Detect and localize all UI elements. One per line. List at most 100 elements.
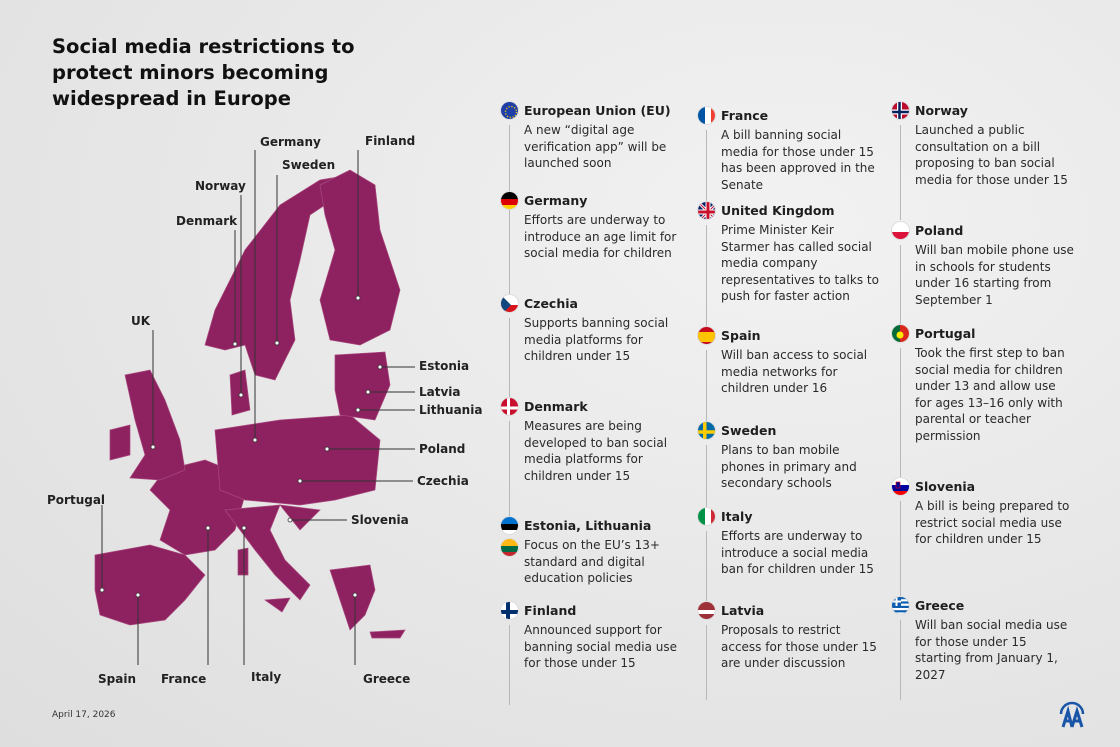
entry-name: Latvia [721, 603, 765, 618]
poland-flag-icon [891, 221, 910, 240]
region-finland [319, 169, 401, 346]
timeline-line [706, 350, 707, 430]
map-label-estonia: Estonia [419, 359, 470, 373]
entry-text: Efforts are underway to introduce an age… [524, 213, 677, 260]
entry-name: France [721, 108, 769, 123]
timeline-line [706, 625, 707, 700]
entry-name: Germany [524, 193, 588, 208]
greece-flag-icon [891, 596, 910, 615]
entry-text: Proposals to restrict access for those u… [721, 623, 877, 670]
entry-text: Launched a public consultation on a bill… [915, 123, 1068, 187]
date: April 17, 2026 [52, 710, 116, 720]
map-label-greece: Greece [363, 672, 411, 686]
entry-name: Finland [524, 603, 577, 618]
region-sicily [264, 597, 291, 613]
timeline-line [509, 215, 510, 310]
entry-name: Czechia [524, 296, 578, 311]
entry-name: European Union (EU) [524, 103, 671, 118]
map-label-latvia: Latvia [419, 385, 461, 399]
denmark-flag-icon [500, 397, 519, 416]
entry-text: A bill banning social media for those un… [721, 128, 875, 192]
region-sardinia [237, 547, 249, 576]
entry-text: Measures are being developed to ban soci… [524, 419, 668, 483]
germany-flag-icon [500, 191, 519, 210]
region-greece [329, 564, 376, 631]
region-crete [369, 629, 406, 639]
entry-name: Estonia, Lithuania [524, 518, 652, 533]
timeline-line [706, 130, 707, 205]
spain-flag-icon [697, 326, 716, 345]
entry-name: Poland [915, 223, 964, 238]
entry-name: Greece [915, 598, 965, 613]
entry-text: A bill is being prepared to restrict soc… [915, 499, 1070, 546]
entry-text: Will ban mobile phone use in schools for… [915, 243, 1074, 307]
timeline-line [509, 421, 510, 531]
entry-text: A new “digital age verification app” wil… [524, 123, 667, 170]
entry-name: Italy [721, 509, 753, 524]
entry-text: Plans to ban mobile phones in primary an… [721, 443, 857, 490]
map-label-france: France [161, 672, 207, 686]
timeline-line [900, 245, 901, 325]
timeline-line [706, 531, 707, 611]
map-label-czechia: Czechia [417, 474, 469, 488]
leader-lines [101, 150, 415, 665]
region-denmark [229, 369, 251, 416]
estonia-lithuania-flag-icon [500, 516, 519, 535]
entry-text: Took the first step to ban social media … [915, 346, 1065, 443]
map-label-uk: UK [131, 314, 151, 328]
page-title: Social media restrictions to protect min… [52, 35, 355, 110]
region-slovenia [279, 504, 321, 531]
timeline-line [509, 318, 510, 413]
timeline-line [900, 620, 901, 700]
timeline-line [509, 125, 510, 215]
region-ireland [109, 424, 131, 461]
timeline-line [706, 225, 707, 335]
italy-flag-icon [697, 507, 716, 526]
lithuania-flag-icon [500, 538, 519, 557]
map-label-germany: Germany [260, 135, 321, 149]
map-label-sweden: Sweden [282, 158, 336, 172]
map-label-denmark: Denmark [176, 214, 238, 228]
map-label-norway: Norway [195, 179, 246, 193]
map-label-lithuania: Lithuania [419, 403, 483, 417]
slovenia-flag-icon [891, 477, 910, 496]
france-flag-icon [697, 106, 716, 125]
united-kingdom-flag-icon [697, 201, 716, 220]
map-label-spain: Spain [98, 672, 136, 686]
entry-text: Announced support for banning social med… [524, 623, 678, 670]
map-label-portugal: Portugal [47, 493, 106, 507]
finland-flag-icon [500, 601, 519, 620]
entry-name: Norway [915, 103, 968, 118]
entry-text: Will ban access to social media networks… [721, 348, 868, 395]
latvia-flag-icon [697, 601, 716, 620]
entry-name: Denmark [524, 399, 588, 414]
map-label-finland: Finland [365, 134, 416, 148]
czechia-flag-icon [500, 294, 519, 313]
entry-text: Prime Minister Keir Starmer has called s… [721, 223, 879, 303]
region-iberia [94, 544, 206, 626]
entry-text: Efforts are underway to introduce a soci… [721, 529, 874, 576]
entry-name: United Kingdom [721, 203, 835, 218]
european-union-eu-flag-icon [500, 101, 519, 120]
map-label-slovenia: Slovenia [351, 513, 409, 527]
entry-name: Portugal [915, 326, 976, 341]
entry-name: Spain [721, 328, 761, 343]
map-label-italy: Italy [251, 670, 282, 684]
aa-logo-icon [1059, 701, 1085, 728]
entry-text: Focus on the EU’s 13+ standard and digit… [524, 538, 660, 585]
timeline-line [706, 445, 707, 510]
timeline-line [509, 625, 510, 705]
timeline-line [900, 348, 901, 488]
portugal-flag-icon [891, 324, 910, 343]
timeline-line [900, 501, 901, 596]
norway-flag-icon [891, 101, 910, 120]
region-central [214, 414, 381, 506]
map-label-poland: Poland [419, 442, 466, 456]
entry-name: Slovenia [915, 479, 976, 494]
entry-name: Sweden [721, 423, 777, 438]
entry-text: Supports banning social media platforms … [524, 316, 669, 363]
region-uk [124, 369, 186, 481]
entry-text: Will ban social media use for those unde… [915, 618, 1068, 682]
